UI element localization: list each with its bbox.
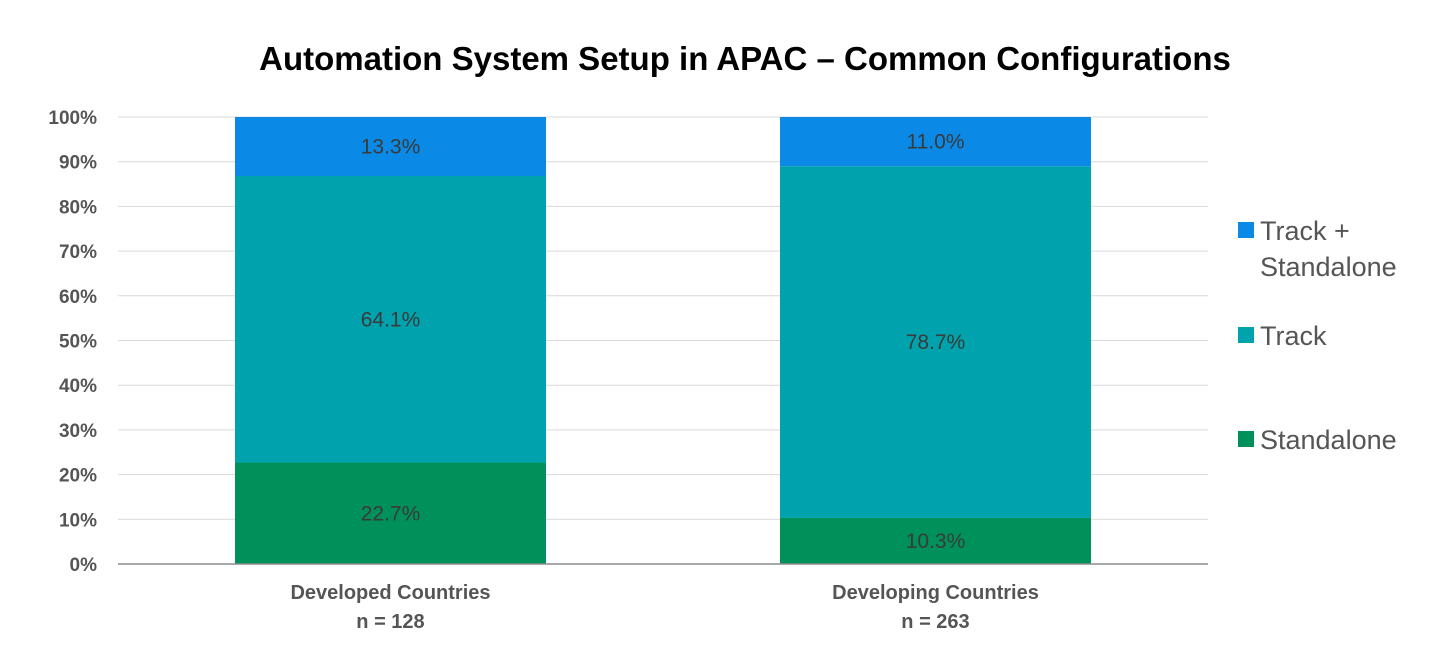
y-axis-ticks: 0% 10% 20% 30% 40% 50% 60% 70% 80% 90% 100% <box>48 108 97 576</box>
y-tick-label: 40% <box>59 376 97 397</box>
legend-label: Standalone <box>1260 252 1397 282</box>
y-tick-label: 100% <box>48 108 97 129</box>
legend-label: Track <box>1260 321 1327 351</box>
x-category-label: Developing Countries <box>832 582 1039 604</box>
bar-segment-track <box>780 166 1091 518</box>
y-tick-label: 60% <box>59 287 97 308</box>
legend: Track + Standalone Track Standalone <box>1238 216 1397 455</box>
bars <box>235 117 1091 564</box>
chart-title: Automation System Setup in APAC – Common… <box>259 40 1231 77</box>
data-label: 64.1% <box>361 308 421 331</box>
bar-segment-track <box>235 176 546 463</box>
x-category-label: n = 128 <box>356 611 424 633</box>
y-tick-label: 0% <box>70 555 98 576</box>
legend-swatch <box>1238 327 1254 343</box>
y-tick-label: 80% <box>59 197 97 218</box>
legend-label: Standalone <box>1260 425 1397 455</box>
y-tick-label: 90% <box>59 153 97 174</box>
legend-swatch <box>1238 222 1254 238</box>
data-labels: 22.7% 64.1% 13.3% 10.3% 78.7% 11.0% <box>361 131 966 553</box>
y-tick-label: 70% <box>59 242 97 263</box>
bar-segment-track-standalone <box>235 117 546 177</box>
data-label: 22.7% <box>361 502 421 525</box>
y-tick-label: 50% <box>59 332 97 353</box>
bar-segment-track-standalone <box>780 117 1091 167</box>
data-label: 10.3% <box>906 530 966 553</box>
x-category-label: Developed Countries <box>290 582 490 604</box>
x-axis-categories: Developed Countries n = 128 Developing Cou… <box>290 582 1038 633</box>
y-tick-label: 20% <box>59 466 97 487</box>
y-tick-label: 30% <box>59 421 97 442</box>
data-label: 78.7% <box>906 331 966 354</box>
data-label: 13.3% <box>361 136 421 159</box>
legend-label: Track + <box>1260 216 1350 246</box>
data-label: 11.0% <box>907 131 965 154</box>
x-category-label: n = 263 <box>901 611 969 633</box>
bar-segment-standalone <box>235 462 546 564</box>
y-tick-label: 10% <box>59 510 97 531</box>
bar-segment-standalone <box>780 517 1091 564</box>
legend-swatch <box>1238 431 1254 447</box>
